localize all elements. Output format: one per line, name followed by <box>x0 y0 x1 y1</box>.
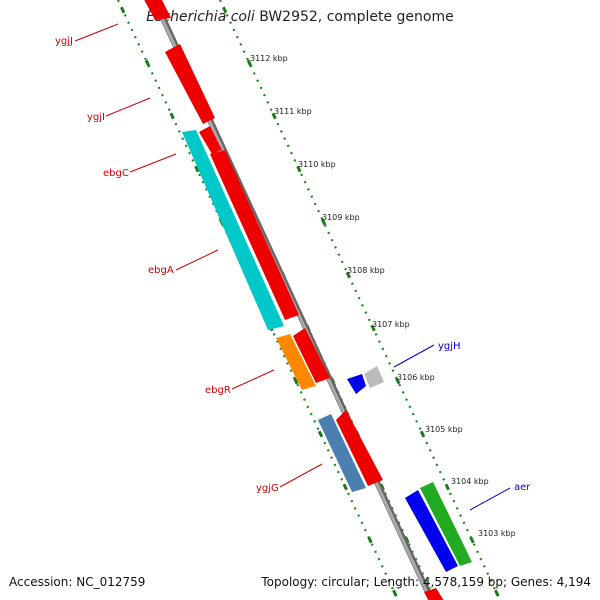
scale-tick <box>395 377 401 385</box>
gene-label-ygjI[interactable]: ygjI <box>87 112 105 123</box>
scale-tick <box>296 165 302 173</box>
genome-description: BW2952, complete genome <box>259 9 454 25</box>
gene-ebgC-body <box>210 150 299 320</box>
gene-ygjG-feature[interactable] <box>318 414 366 492</box>
green-feature <box>420 482 472 566</box>
gene-label-ygjG[interactable]: ygjG <box>256 483 279 494</box>
gene-ygjG-adjacent-feature <box>336 410 383 486</box>
scale-label: 3105 kbp <box>425 425 463 434</box>
gene-ebgA-feature[interactable] <box>182 130 284 330</box>
scale-tick <box>246 59 253 67</box>
gene-ebgC-feature[interactable] <box>199 126 222 154</box>
label-line-ebgA <box>175 249 219 271</box>
scale-label: 3106 kbp <box>397 373 435 382</box>
accession-info: Accession: NC_012759 <box>9 575 146 589</box>
label-line-ygjI <box>105 97 151 117</box>
scale-tick <box>392 589 398 597</box>
scale-label: 3103 kbp <box>478 529 516 538</box>
label-line-ebgC <box>129 153 177 173</box>
label-line-ebgR <box>231 369 275 390</box>
scale-label: 3111 kbp <box>274 107 312 116</box>
gene-aer-feature[interactable] <box>405 490 458 572</box>
gene-label-ebgC[interactable]: ebgC <box>103 168 129 179</box>
gene-ebgR-feature[interactable] <box>276 334 316 390</box>
topology-info: Topology: circular; Length: 4,578,159 bp… <box>261 575 591 589</box>
scale-tick <box>345 271 351 279</box>
gene-label-aer[interactable]: aer <box>514 482 531 493</box>
scale-label: 3112 kbp <box>250 54 288 63</box>
label-line-ygjJ <box>74 23 119 42</box>
scale-tick <box>419 430 426 438</box>
scale-tick <box>169 112 175 120</box>
scale-tick <box>444 483 450 491</box>
scale-tick <box>469 536 475 544</box>
bottom-red-feature <box>424 588 444 600</box>
scale-tick <box>222 6 228 14</box>
scale-tick <box>367 536 373 544</box>
gene-ygjI-feature[interactable] <box>165 44 215 124</box>
gene-ygjH-feature[interactable] <box>347 374 366 394</box>
scale-tick <box>320 218 327 226</box>
scale-label: 3109 kbp <box>322 213 360 222</box>
label-line-ygjH <box>393 344 435 368</box>
map-title: Escherichia coli BW2952, complete genome <box>0 9 600 25</box>
gene-label-ygjH[interactable]: ygjH <box>438 341 461 352</box>
grey-feature <box>364 366 384 388</box>
scale-label: 3108 kbp <box>347 266 385 275</box>
scale-tick <box>370 324 376 332</box>
scale-label: 3104 kbp <box>451 477 489 486</box>
scale-tick <box>317 430 324 438</box>
gene-ebgR-adjacent-feature <box>293 328 330 383</box>
scale-tick <box>271 112 277 120</box>
scale-label: 3110 kbp <box>298 160 336 169</box>
scale-tick <box>494 589 500 597</box>
gene-label-ebgA[interactable]: ebgA <box>148 265 174 276</box>
scale-tick <box>144 59 151 67</box>
label-line-ygjG <box>279 463 323 488</box>
gene-label-ygjJ[interactable]: ygjJ <box>55 36 73 47</box>
scale-label: 3107 kbp <box>372 320 410 329</box>
scale-tick <box>342 483 348 491</box>
scale-tick <box>194 165 200 173</box>
gene-label-ebgR[interactable]: ebgR <box>205 385 231 396</box>
scale-tick <box>120 6 126 14</box>
gene-ygjJ-feature[interactable] <box>140 0 171 20</box>
organism-name: Escherichia coli <box>146 9 255 25</box>
scale-tick <box>293 377 299 385</box>
label-line-aer <box>469 487 511 511</box>
